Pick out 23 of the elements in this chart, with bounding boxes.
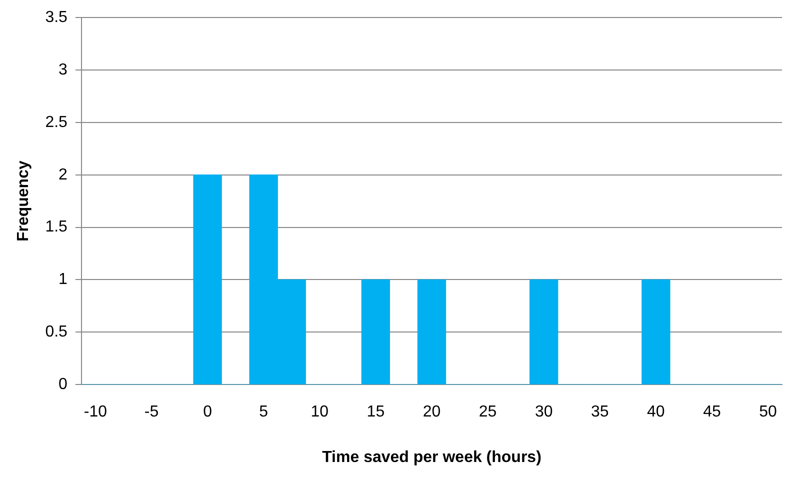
y-tick-label: 1.5 xyxy=(45,218,68,236)
y-tick-label: 2 xyxy=(58,166,68,184)
x-axis-title: Time saved per week (hours) xyxy=(322,448,542,466)
y-axis-title: Frequency xyxy=(15,160,32,242)
x-tick-label: 35 xyxy=(590,404,609,421)
x-tick-label: -5 xyxy=(144,404,159,421)
x-tick-label: 0 xyxy=(203,404,212,421)
x-tick-label: 25 xyxy=(478,404,497,421)
x-tick-label: 45 xyxy=(703,404,721,421)
y-tick-label: 0.5 xyxy=(45,324,68,341)
x-tick-label: 50 xyxy=(759,404,778,421)
y-tick-label: 3 xyxy=(58,61,68,78)
x-tick-label: -10 xyxy=(84,404,108,421)
x-tick-label: 10 xyxy=(310,404,329,421)
x-tick-label: 30 xyxy=(534,404,553,421)
y-tick-label: 3.5 xyxy=(45,9,68,26)
x-tick-label: 5 xyxy=(259,404,268,421)
x-tick-label: 40 xyxy=(647,404,665,421)
y-tick-label: 2.5 xyxy=(45,114,68,131)
x-tick-label: 15 xyxy=(366,404,385,421)
y-tick-label: 1 xyxy=(58,271,68,288)
y-tick-label: 0 xyxy=(58,376,68,394)
x-tick-label: 20 xyxy=(422,404,441,421)
